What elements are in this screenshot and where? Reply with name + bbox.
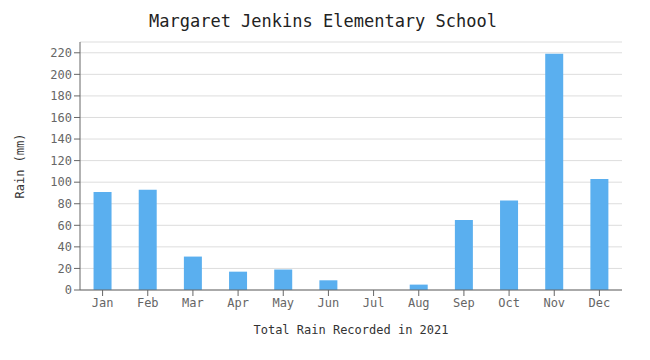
svg-text:Apr: Apr bbox=[227, 296, 249, 310]
svg-text:Sep: Sep bbox=[453, 296, 475, 310]
svg-text:Mar: Mar bbox=[182, 296, 204, 310]
svg-text:Nov: Nov bbox=[543, 296, 565, 310]
html-text:Margaret Jenkins Elementary Sc: Margaret Jenkins Elementary School bbox=[149, 11, 497, 31]
svg-text:160: 160 bbox=[50, 111, 72, 125]
svg-text:140: 140 bbox=[50, 132, 72, 146]
svg-text:220: 220 bbox=[50, 46, 72, 60]
svg-text:0: 0 bbox=[65, 283, 72, 297]
svg-text:Jun: Jun bbox=[318, 296, 340, 310]
svg-text:40: 40 bbox=[58, 240, 72, 254]
svg-text:Rain (mm): Rain (mm) bbox=[13, 133, 27, 198]
svg-text:180: 180 bbox=[50, 89, 72, 103]
svg-text:Total Rain Recorded in 2021: Total Rain Recorded in 2021 bbox=[253, 323, 448, 337]
svg-text:Oct: Oct bbox=[498, 296, 520, 310]
svg-text:May: May bbox=[272, 296, 294, 310]
svg-text:80: 80 bbox=[58, 197, 72, 211]
svg-text:Jan: Jan bbox=[92, 296, 114, 310]
svg-text:Dec: Dec bbox=[589, 296, 611, 310]
svg-text:20: 20 bbox=[58, 262, 72, 276]
svg-text:60: 60 bbox=[58, 219, 72, 233]
svg-text:120: 120 bbox=[50, 154, 72, 168]
svg-text:200: 200 bbox=[50, 68, 72, 82]
svg-text:Jul: Jul bbox=[363, 296, 385, 310]
svg-text:100: 100 bbox=[50, 175, 72, 189]
svg-text:Aug: Aug bbox=[408, 296, 430, 310]
svg-text:Feb: Feb bbox=[137, 296, 159, 310]
